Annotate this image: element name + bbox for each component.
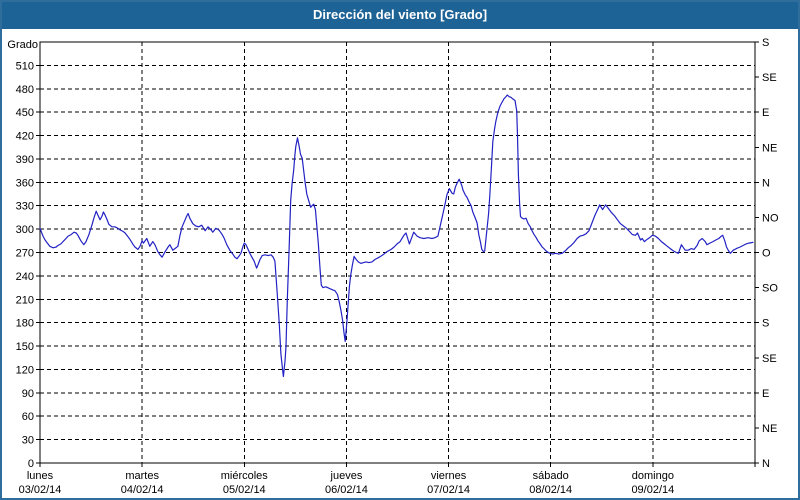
svg-text:510: 510 (16, 60, 34, 72)
svg-text:03/02/14: 03/02/14 (19, 484, 62, 496)
svg-text:330: 330 (16, 201, 34, 213)
grid (40, 42, 755, 463)
svg-text:450: 450 (16, 107, 34, 119)
svg-text:SO: SO (762, 283, 778, 295)
svg-text:07/02/14: 07/02/14 (427, 484, 470, 496)
y-axis-left-labels: 0 30 60 90 120 150 180 210 240 270 300 330 360 390 420… (16, 60, 40, 470)
svg-text:viernes: viernes (431, 470, 467, 482)
svg-text:S: S (762, 318, 769, 330)
svg-text:180: 180 (16, 318, 34, 330)
svg-text:150: 150 (16, 341, 34, 353)
svg-text:06/02/14: 06/02/14 (325, 484, 368, 496)
svg-text:SE: SE (762, 72, 777, 84)
svg-text:390: 390 (16, 154, 34, 166)
y-axis-right-compass-labels: N NE E SE S SO O NO N NE E SE S (755, 37, 779, 470)
svg-text:NO: NO (762, 212, 779, 224)
svg-text:90: 90 (22, 388, 34, 400)
svg-text:SE: SE (762, 353, 777, 365)
svg-text:miércoles: miércoles (221, 470, 269, 482)
svg-text:jueves: jueves (330, 470, 363, 482)
svg-text:08/02/14: 08/02/14 (529, 484, 572, 496)
svg-text:420: 420 (16, 131, 34, 143)
svg-text:sábado: sábado (533, 470, 569, 482)
svg-text:05/02/14: 05/02/14 (223, 484, 266, 496)
wind-direction-series (39, 94, 754, 378)
svg-text:NE: NE (762, 423, 777, 435)
y-axis-title: Grado (7, 39, 38, 51)
svg-text:480: 480 (16, 84, 34, 96)
svg-text:120: 120 (16, 364, 34, 376)
svg-text:S: S (762, 37, 769, 49)
svg-text:210: 210 (16, 294, 34, 306)
page-title: Dirección del viento [Grado] (312, 7, 488, 22)
svg-text:09/02/14: 09/02/14 (631, 484, 674, 496)
svg-text:30: 30 (22, 435, 34, 447)
svg-text:O: O (762, 248, 771, 260)
svg-text:E: E (762, 107, 769, 119)
svg-text:0: 0 (28, 458, 34, 470)
svg-text:martes: martes (125, 470, 159, 482)
svg-text:lunes: lunes (27, 470, 54, 482)
svg-text:domingo: domingo (632, 470, 674, 482)
x-axis-day-labels: lunes 03/02/14 martes 04/02/14 miércoles 05/0… (19, 463, 756, 496)
svg-text:60: 60 (22, 411, 34, 423)
svg-text:04/02/14: 04/02/14 (121, 484, 164, 496)
svg-text:270: 270 (16, 248, 34, 260)
svg-text:240: 240 (16, 271, 34, 283)
svg-text:NE: NE (762, 142, 777, 154)
svg-text:E: E (762, 388, 769, 400)
window-titlebar: Dirección del viento [Grado] (0, 0, 800, 29)
svg-text:360: 360 (16, 177, 34, 189)
svg-text:N: N (762, 458, 770, 470)
svg-text:300: 300 (16, 224, 34, 236)
svg-text:N: N (762, 177, 770, 189)
